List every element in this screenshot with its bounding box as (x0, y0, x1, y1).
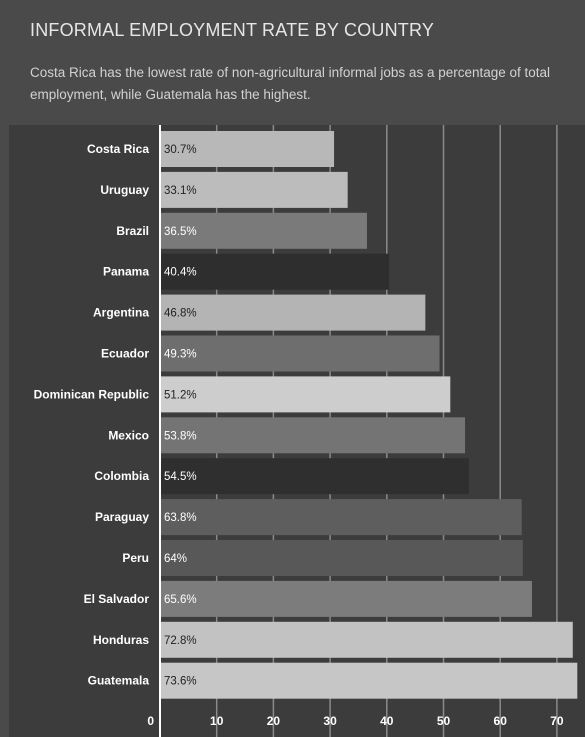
data-label: 73.6% (164, 676, 197, 688)
category-label: Dominican Republic (34, 387, 150, 401)
bar (160, 131, 335, 167)
x-tick-label: 50 (437, 714, 451, 728)
data-label: 49.3% (164, 349, 197, 361)
x-tick-label: 30 (323, 714, 337, 728)
category-label: Peru (122, 551, 149, 565)
bar (160, 335, 440, 372)
data-label: 64% (164, 553, 187, 565)
chart-title: INFORMAL EMPLOYMENT RATE BY COUNTRY (30, 20, 435, 40)
data-label: 63.8% (164, 512, 197, 524)
data-label: 53.8% (164, 430, 197, 442)
category-label: Argentina (93, 306, 149, 320)
bar (160, 376, 451, 413)
data-label: 51.2% (164, 389, 197, 401)
category-label: Brazil (116, 224, 149, 238)
data-label: 54.5% (164, 471, 197, 483)
data-label: 36.5% (164, 226, 197, 238)
bar (160, 458, 470, 495)
category-label: Colombia (94, 469, 149, 483)
category-label: Ecuador (101, 347, 149, 361)
category-label: Panama (103, 265, 149, 279)
data-label: 65.6% (164, 594, 197, 606)
category-label: Uruguay (100, 183, 149, 197)
category-label: Costa Rica (87, 142, 149, 156)
bar (160, 499, 522, 536)
x-tick-label: 40 (380, 714, 394, 728)
chart-subtitle: Costa Rica has the lowest rate of non-ag… (30, 65, 551, 102)
category-label: Mexico (108, 428, 149, 442)
category-label: Guatemala (88, 674, 150, 688)
bar (160, 621, 573, 658)
data-label: 30.7% (164, 144, 197, 156)
bar (160, 417, 466, 454)
category-label: Honduras (93, 633, 149, 647)
x-axis-ticks: 0 10 20 30 40 50 60 70 (147, 714, 564, 728)
bar (160, 294, 426, 331)
x-tick-label: 10 (210, 714, 224, 728)
data-label: 40.4% (164, 267, 197, 279)
bar (160, 580, 532, 617)
x-tick-label: 0 (147, 714, 154, 728)
bar (160, 171, 348, 208)
bar (160, 540, 523, 576)
x-tick-label: 60 (494, 714, 508, 728)
x-tick-label: 70 (550, 714, 564, 728)
bars: 30.7% 33.1% 36.5% 40.4% 46.8% 49.3% 51.2% 53.8%… (160, 131, 578, 699)
bar (160, 212, 367, 249)
data-label: 33.1% (164, 185, 197, 197)
data-label: 46.8% (164, 308, 197, 320)
x-tick-label: 20 (267, 714, 281, 728)
bar (160, 253, 390, 290)
bar (160, 662, 578, 699)
category-label: El Salvador (84, 592, 150, 606)
category-labels: Costa Rica Uruguay Brazil Panama Argentina Ec… (34, 142, 150, 688)
category-label: Paraguay (95, 510, 149, 524)
data-label: 72.8% (164, 635, 197, 647)
